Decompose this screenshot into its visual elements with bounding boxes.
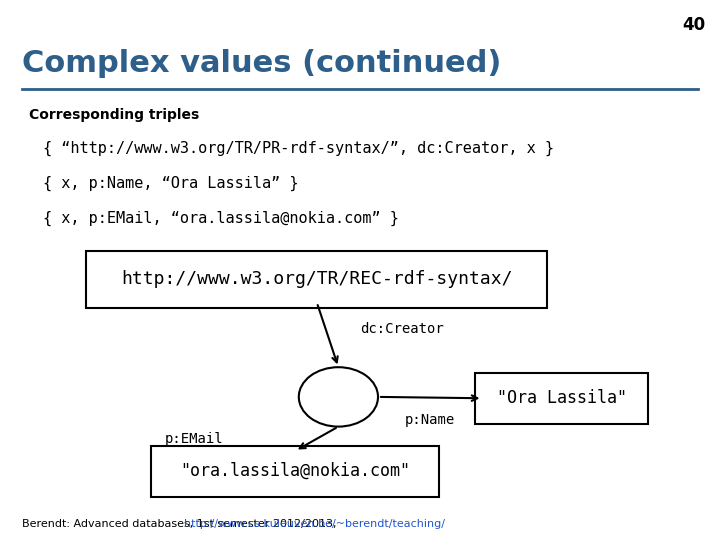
Text: Berendt: Advanced databases, 1st semester 2012/2013,: Berendt: Advanced databases, 1st semeste… <box>22 519 340 529</box>
Text: { x, p:EMail, “ora.lassila@nokia.com” }: { x, p:EMail, “ora.lassila@nokia.com” } <box>43 211 399 226</box>
Text: { x, p:Name, “Ora Lassila” }: { x, p:Name, “Ora Lassila” } <box>43 176 299 191</box>
Text: 40: 40 <box>683 16 706 34</box>
FancyBboxPatch shape <box>475 373 648 424</box>
Text: dc:Creator: dc:Creator <box>360 322 444 336</box>
Text: http://www.cs.kuleuven.be/~berendt/teaching/: http://www.cs.kuleuven.be/~berendt/teach… <box>184 519 445 529</box>
Text: Corresponding triples: Corresponding triples <box>29 108 199 122</box>
Text: "Ora Lassila": "Ora Lassila" <box>497 389 626 407</box>
Circle shape <box>299 367 378 427</box>
Text: "ora.lassila@nokia.com": "ora.lassila@nokia.com" <box>180 462 410 480</box>
Text: { “http://www.w3.org/TR/PR-rdf-syntax/”, dc:Creator, x }: { “http://www.w3.org/TR/PR-rdf-syntax/”,… <box>43 140 554 156</box>
Text: http://www.w3.org/TR/REC-rdf-syntax/: http://www.w3.org/TR/REC-rdf-syntax/ <box>121 271 513 288</box>
Text: p:EMail: p:EMail <box>165 432 223 445</box>
FancyBboxPatch shape <box>86 251 547 308</box>
Text: p:Name: p:Name <box>405 413 455 427</box>
Text: Complex values (continued): Complex values (continued) <box>22 49 501 78</box>
FancyBboxPatch shape <box>151 446 439 497</box>
